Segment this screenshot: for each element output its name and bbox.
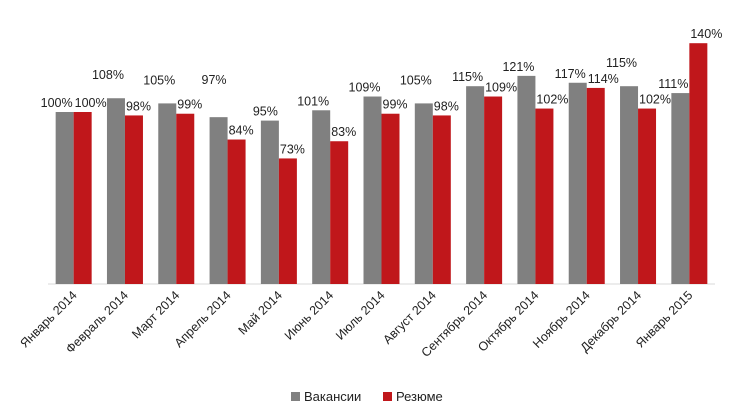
data-label: 114% [588,72,619,86]
data-label: 102% [639,93,671,107]
legend-swatch [291,392,300,401]
bar-vacancies [466,86,485,284]
bar-resumes [176,113,195,284]
x-tick-label: Июль 2014 [333,288,388,343]
data-label: 97% [202,73,227,87]
bar-resumes [535,108,554,284]
bar-resumes [432,115,451,284]
data-label: 102% [536,93,568,107]
legend-label: Резюме [396,389,443,404]
x-tick-label: Июнь 2014 [282,288,337,343]
data-label: 99% [177,98,202,112]
data-label: 109% [349,81,381,95]
data-label: 100% [41,96,73,110]
data-label: 83% [331,125,356,139]
data-label: 95% [253,105,278,119]
bar-vacancies [414,103,433,285]
bar-vacancies [568,82,587,284]
legend-swatch [383,392,392,401]
data-label: 84% [229,124,254,138]
data-label: 115% [606,56,637,70]
legend-label: Вакансии [304,389,361,404]
bar-resumes [638,108,657,284]
data-label: 105% [143,73,175,87]
data-label: 121% [502,60,534,74]
bar-resumes [278,158,297,284]
bar-vacancies [312,110,331,284]
data-label: 99% [383,98,408,112]
bar-vacancies [620,86,639,284]
x-tick-label: Март 2014 [129,288,182,341]
data-label: 115% [452,70,483,84]
bar-vacancies [209,117,228,284]
bar-resumes [689,43,708,285]
data-label: 101% [297,94,329,108]
bar-resumes [330,141,349,284]
data-label: 109% [485,81,517,95]
bar-vacancies [106,98,125,285]
x-tick-label: Май 2014 [236,288,285,337]
data-label: 140% [690,27,722,41]
data-label: 105% [400,73,432,87]
bar-resumes [124,115,143,284]
data-label: 111% [658,77,688,91]
data-label: 100% [75,96,107,110]
bar-vacancies [671,93,690,284]
data-label: 73% [280,142,305,156]
bar-resumes [227,139,246,284]
bar-vacancies [158,103,177,285]
bar-vacancies [363,96,382,285]
data-label: 117% [555,67,586,81]
data-label: 98% [434,99,459,113]
data-label: 98% [126,99,151,113]
data-label: 108% [92,68,124,82]
bar-vacancies [517,75,536,284]
bar-resumes [586,87,605,284]
bar-vacancies [55,112,74,284]
bar-resumes [381,113,400,284]
bar-vacancies [260,120,279,284]
bar-resumes [484,96,503,285]
bar-resumes [73,112,92,284]
